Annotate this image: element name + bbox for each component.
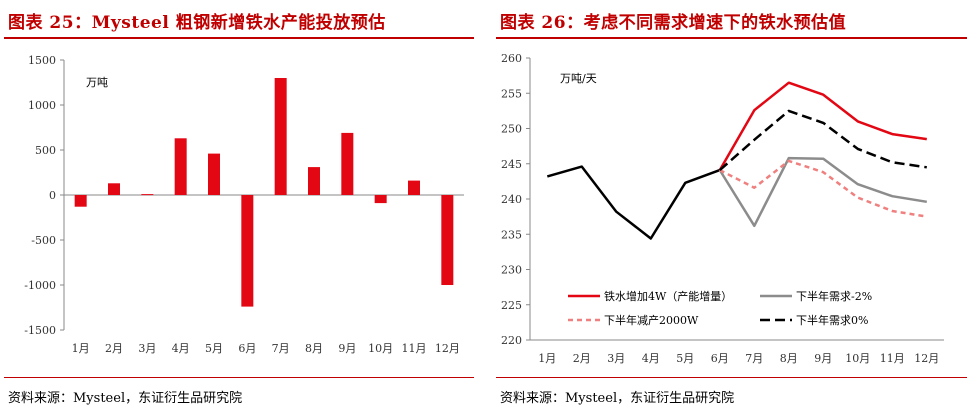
series-line xyxy=(718,156,928,228)
x-tick-label: 6月 xyxy=(711,352,729,365)
x-tick-label: 2月 xyxy=(573,352,591,365)
y-tick-label: -1500 xyxy=(24,324,56,337)
series-line xyxy=(718,109,927,172)
left-chart-title: 图表 25：Mysteel 粗钢新增铁水产能投放预估 xyxy=(8,13,386,33)
y-tick-label: 250 xyxy=(501,123,522,136)
x-tick-label: 4月 xyxy=(642,352,660,365)
left-source: 资料来源：Mysteel，东证衍生品研究院 xyxy=(8,391,243,406)
x-tick-label: 9月 xyxy=(814,352,832,365)
y-tick-label: 255 xyxy=(501,87,522,100)
bar xyxy=(241,195,254,307)
x-tick-label: 11月 xyxy=(402,342,427,355)
y-tick-label: 245 xyxy=(501,158,522,171)
y-tick-label: 235 xyxy=(501,228,522,241)
x-tick-label: 9月 xyxy=(338,342,356,355)
y-tick-label: -500 xyxy=(31,234,56,247)
x-tick-label: 4月 xyxy=(172,342,190,355)
y-tick-label: 260 xyxy=(501,52,522,65)
x-tick-label: 1月 xyxy=(72,342,90,355)
x-tick-label: 10月 xyxy=(845,352,870,365)
bar xyxy=(274,78,287,195)
line-chart: 220 225 230 235 240 245 250 255 260 1月 2月 3月 4月 5月 6月 7… xyxy=(501,52,944,365)
unit-label: 万吨/天 xyxy=(560,72,597,85)
y-tick-label: 500 xyxy=(35,144,56,157)
bar xyxy=(374,195,387,204)
x-tick-label: 6月 xyxy=(238,342,256,355)
bar xyxy=(141,194,154,196)
bar xyxy=(441,195,454,285)
x-tick-label: 7月 xyxy=(272,342,290,355)
x-tick-label: 8月 xyxy=(780,352,798,365)
x-tick-label: 11月 xyxy=(880,352,905,365)
x-tick-label: 3月 xyxy=(607,352,625,365)
x-tick-label: 5月 xyxy=(676,352,694,365)
x-tick-label: 7月 xyxy=(745,352,763,365)
legend-label: 下半年减产2000W xyxy=(604,313,699,327)
y-tick-label: 240 xyxy=(501,193,522,206)
series-line xyxy=(718,81,927,171)
x-tick-label: 1月 xyxy=(538,352,556,365)
left-source-rule xyxy=(4,377,474,378)
y-tick-label: 225 xyxy=(501,299,522,312)
x-tick-label: 2月 xyxy=(105,342,123,355)
unit-label: 万吨 xyxy=(86,76,108,89)
bar xyxy=(408,180,420,195)
legend-label: 下半年需求-2% xyxy=(796,289,872,303)
bar-chart: -1500 -1000 -500 0 500 1000 1500 万吨 1月 2月 3月 4月 5月 6月… xyxy=(24,54,464,355)
bar xyxy=(74,195,87,207)
x-tick-label: 3月 xyxy=(138,342,156,355)
bar xyxy=(341,132,354,195)
y-tick-label: 1000 xyxy=(28,99,56,112)
right-title-rule xyxy=(496,37,967,39)
y-tick-label: 230 xyxy=(501,264,522,277)
right-source: 资料来源：Mysteel，东证衍生品研究院 xyxy=(500,391,735,406)
right-chart-title: 图表 26：考虑不同需求增速下的铁水预估值 xyxy=(500,13,847,33)
right-source-rule xyxy=(496,377,967,378)
x-tick-label: 5月 xyxy=(205,342,223,355)
x-tick-label: 8月 xyxy=(305,342,323,355)
legend-label: 下半年需求0% xyxy=(796,313,868,327)
y-tick-label: -1000 xyxy=(24,279,56,292)
legend-label: 铁水增加4W（产能增量） xyxy=(604,289,732,303)
bar xyxy=(174,138,187,195)
x-tick-label: 12月 xyxy=(914,352,939,365)
x-tick-label: 10月 xyxy=(368,342,393,355)
bar xyxy=(208,153,220,195)
series-line xyxy=(719,159,928,218)
bar xyxy=(308,167,320,195)
right-panel: 图表 26：考虑不同需求增速下的铁水预估值 220 225 230 235 240 245… xyxy=(492,0,973,416)
y-tick-label: 0 xyxy=(49,189,56,202)
y-tick-label: 220 xyxy=(501,334,522,347)
y-tick-label: 1500 xyxy=(28,54,56,67)
left-panel: 图表 25：Mysteel 粗钢新增铁水产能投放预估 -1500 -1000 -50… xyxy=(0,0,480,416)
x-tick-label: 12月 xyxy=(435,342,460,355)
bar xyxy=(108,183,120,195)
series-line xyxy=(546,165,721,240)
left-title-rule xyxy=(4,37,474,39)
